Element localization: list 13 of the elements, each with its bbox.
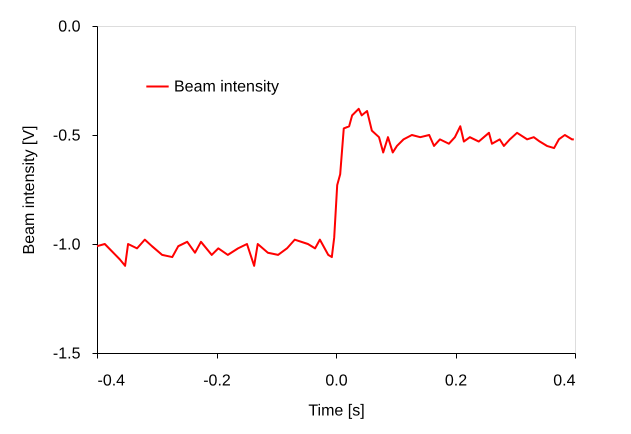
y-axis-title: Beam intensity [V] — [20, 126, 38, 254]
x-axis-title: Time [s] — [308, 402, 365, 420]
x-tick-label: 0.2 — [444, 372, 468, 390]
legend-label: Beam intensity — [174, 78, 279, 96]
y-tick-label: 0.0 — [58, 18, 81, 36]
x-tick-label: -0.2 — [203, 372, 231, 390]
x-tick-label: -0.4 — [98, 372, 126, 390]
x-tick-label: 0.4 — [553, 372, 576, 390]
line-series — [96, 108, 575, 267]
y-tick-label: -0.5 — [52, 128, 81, 144]
y-tick-label: -1.5 — [52, 346, 81, 362]
y-tick-label: -1.0 — [52, 236, 81, 254]
x-tick-label: 0.0 — [325, 372, 348, 390]
